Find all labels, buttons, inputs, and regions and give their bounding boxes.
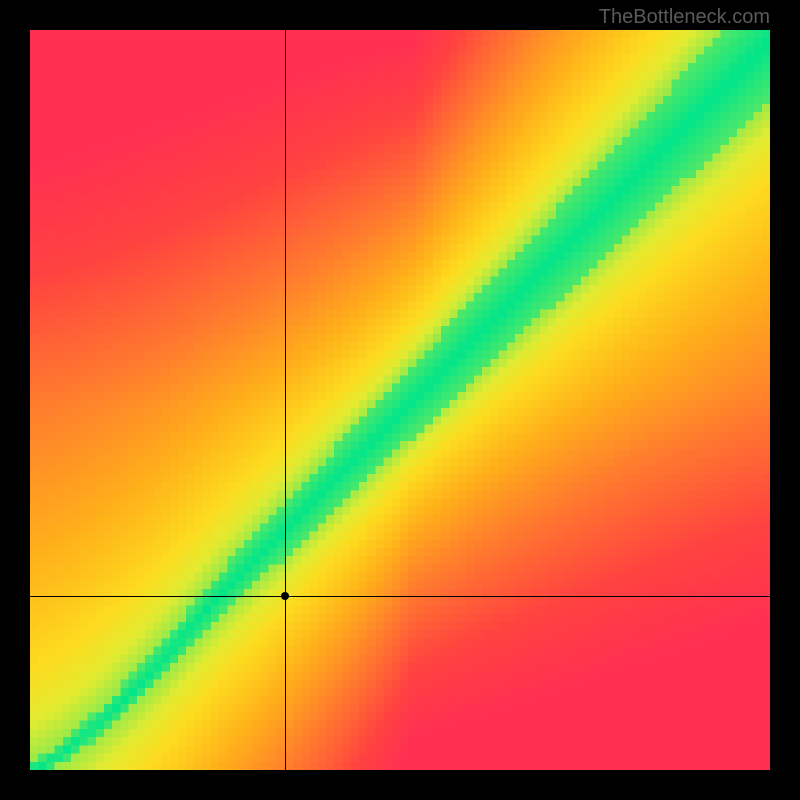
heatmap-canvas bbox=[30, 30, 770, 770]
watermark-text: TheBottleneck.com bbox=[599, 6, 770, 29]
crosshair-marker-dot bbox=[281, 592, 289, 600]
crosshair-horizontal bbox=[30, 596, 770, 597]
crosshair-vertical bbox=[285, 30, 286, 770]
bottleneck-heatmap bbox=[30, 30, 770, 770]
